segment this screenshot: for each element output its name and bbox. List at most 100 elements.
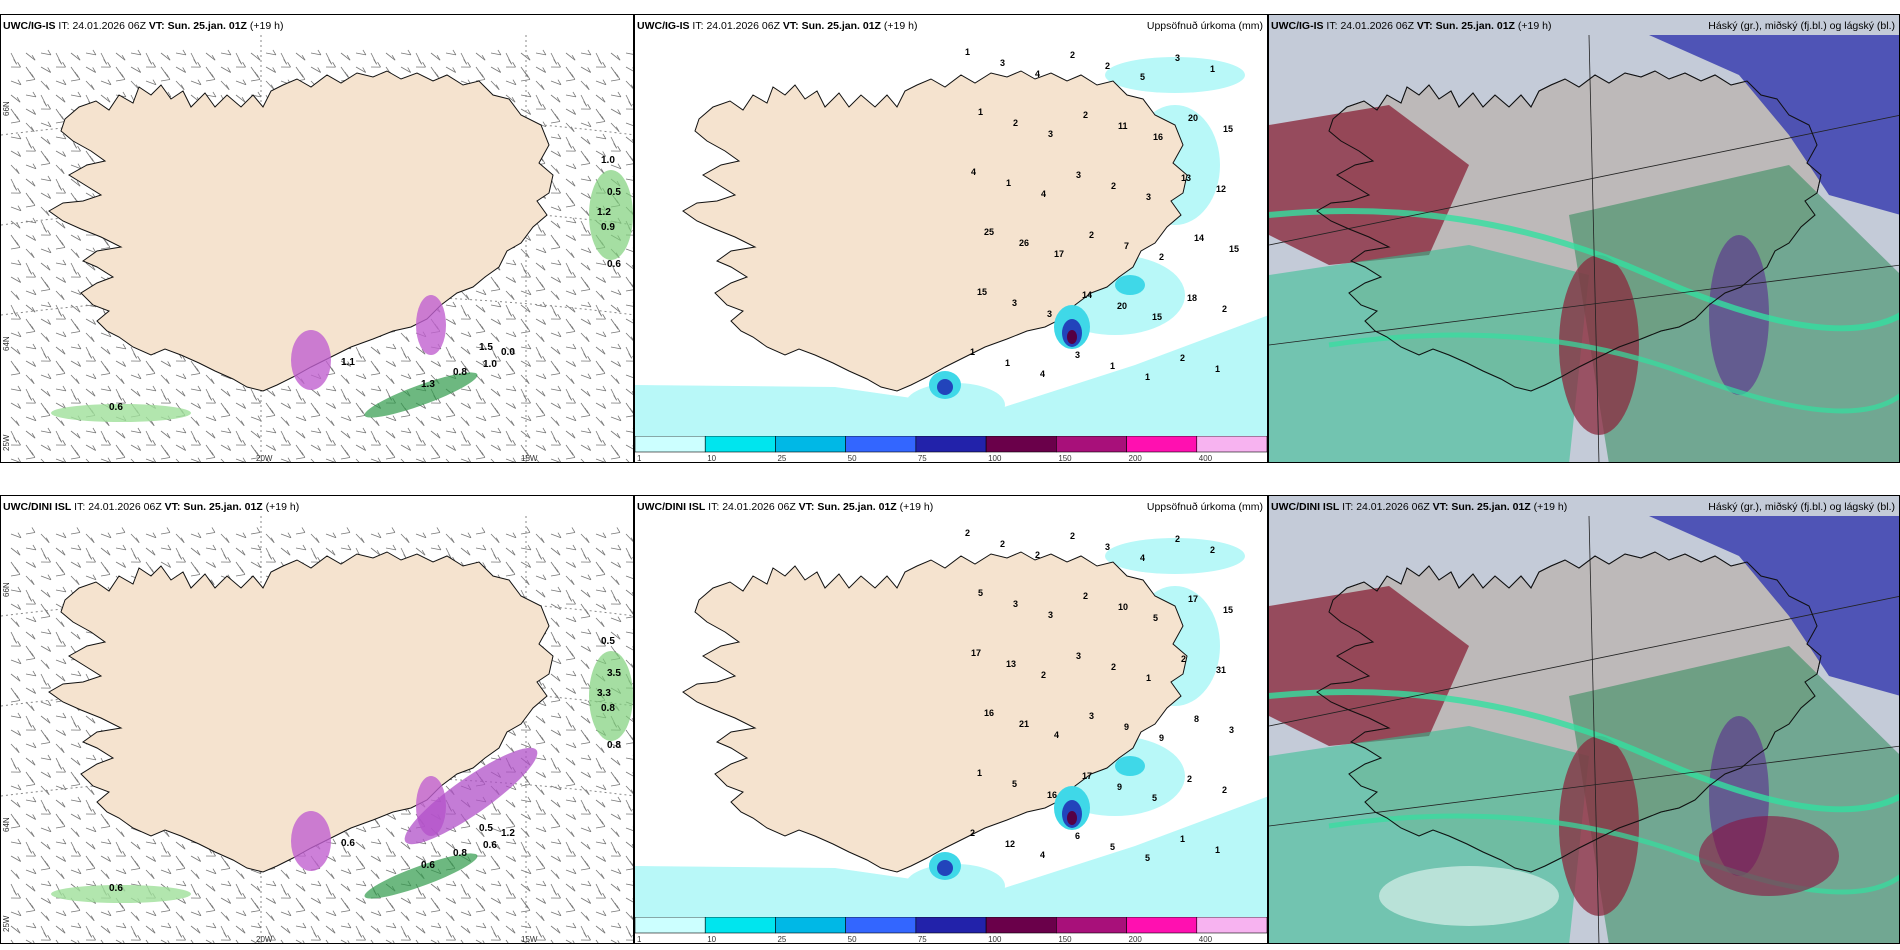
wind-value-label: 0.5	[607, 187, 621, 198]
precip-value-label: 3	[1076, 651, 1081, 661]
wind-value-label: 0.8	[601, 703, 615, 714]
colorbar-swatch	[985, 436, 1057, 453]
colorbar-tick: 10	[707, 935, 716, 943]
colorbar-swatch	[1126, 917, 1198, 934]
precip-value-label: 3	[1048, 610, 1053, 620]
wind-value-label: 0.8	[453, 848, 467, 859]
precip-value-label: 13	[1181, 173, 1191, 183]
colorbar-tick: 100	[988, 454, 1002, 462]
precip-value-label: 2	[1159, 252, 1164, 262]
precip-value-label: 5	[978, 588, 983, 598]
precip-colorbar: 1 10 25 50 75 100 150 200 400	[635, 436, 1267, 462]
precip-value-label: 5	[1140, 72, 1145, 82]
precip-value-label: 7	[1124, 241, 1129, 251]
wind-map-row1: 1.0 0.5 1.2 0.9 0.6 0.6 1.0 1.5 0.8 1.3 0.0 1.1 66N…	[1, 15, 633, 463]
precip-panel-row2: 2 2 2 2 3 4 2 2 5 3 3 2 10 5 17 15 17 13 2 3 2 1 2 31 16 21 4 3 9 9 8 3…	[634, 495, 1268, 944]
wind-panel-row2: 0.5 3.5 3.3 0.8 0.8 0.6 0.6 0.5 0.8 0.6 1.2 0.6 66N…	[0, 495, 634, 944]
precip-value-label: 14	[1194, 233, 1204, 243]
colorbar-tick: 75	[918, 935, 927, 943]
precip-overlay	[51, 651, 633, 903]
precip-map-row2: 2222342253321051715171323212311621439983…	[635, 496, 1267, 943]
iceland-outline	[1316, 551, 1822, 873]
precip-value-label: 2	[1222, 304, 1227, 314]
wind-value-label: 1.3	[421, 379, 435, 390]
precip-value-label: 3	[1000, 58, 1005, 68]
colorbar-tick: 150	[1058, 935, 1072, 943]
precip-value-label: 2	[1210, 545, 1215, 555]
cloud-map-row2	[1269, 496, 1899, 943]
wind-value-label: 1.0	[483, 359, 497, 370]
precip-value-label: 2	[1013, 118, 1018, 128]
precip-value-label: 3	[1089, 711, 1094, 721]
precip-value-label: 1	[1006, 178, 1011, 188]
wind-value-label: 0.8	[453, 367, 467, 378]
precip-map-row1: 1342253112321116201541432313122526172721…	[635, 15, 1267, 462]
precip-value-label: 2	[970, 828, 975, 838]
lon-label-15w: 15W	[521, 454, 538, 463]
colorbar-swatch	[1196, 917, 1267, 934]
precip-value-label: 25	[984, 227, 994, 237]
precip-value-label: 2	[1187, 774, 1192, 784]
colorbar-swatch	[635, 436, 706, 453]
precip-value-label: 3	[1146, 192, 1151, 202]
precip-value-label: 5	[1012, 779, 1017, 789]
precip-value-label: 20	[1117, 301, 1127, 311]
colorbar-tick: 50	[848, 935, 857, 943]
precip-value-label: 31	[1216, 665, 1226, 675]
precip-value-label: 14	[1082, 290, 1092, 300]
colorbar-swatch	[635, 917, 706, 934]
cloud-map-row1	[1269, 15, 1899, 462]
precip-value-label: 1	[1180, 834, 1185, 844]
colorbar-swatch	[915, 436, 987, 453]
precip-core	[929, 756, 1145, 880]
precip-value-label: 2	[1222, 785, 1227, 795]
wind-value-label: 0.6	[341, 838, 355, 849]
precip-value-label: 2	[1181, 654, 1186, 664]
wind-values: 1.0 0.5 1.2 0.9 0.6 0.6 1.0 1.5 0.8 1.3 0.0 1.1	[109, 155, 621, 413]
precip-value-label: 2	[1089, 230, 1094, 240]
precip-value-label: 26	[1019, 238, 1029, 248]
precip-value-label: 5	[1145, 853, 1150, 863]
cloud-layers	[1269, 496, 1899, 943]
cloud-layers	[1269, 15, 1899, 462]
lon-label-15w: 15W	[521, 935, 538, 944]
wind-value-label: 1.2	[597, 207, 611, 218]
precip-value-label: 3	[1048, 129, 1053, 139]
colorbar-swatch	[704, 436, 776, 453]
precip-values: 1342253112321116201541432313122526172721…	[965, 47, 1239, 382]
precip-value-label: 1	[1005, 358, 1010, 368]
colorbar-tick: 100	[988, 935, 1002, 943]
colorbar-tick: 150	[1058, 454, 1072, 462]
lon-label-20w: 20W	[256, 454, 273, 463]
colorbar-swatch	[845, 436, 917, 453]
colorbar-swatch	[775, 436, 846, 453]
precip-value-label: 2	[1000, 539, 1005, 549]
precip-value-label: 21	[1019, 719, 1029, 729]
precip-value-label: 4	[971, 167, 976, 177]
precip-value-label: 4	[1054, 730, 1059, 740]
precip-value-label: 3	[1229, 725, 1234, 735]
precip-value-label: 12	[1216, 184, 1226, 194]
lat-label-64n: 64N	[2, 817, 11, 832]
precip-value-label: 2	[1083, 591, 1088, 601]
wind-value-label: 0.8	[607, 740, 621, 751]
precip-value-label: 3	[1075, 350, 1080, 360]
precip-value-label: 16	[1047, 790, 1057, 800]
precip-value-label: 3	[1047, 309, 1052, 319]
panel-title: UWC/DINI ISL IT: 24.01.2026 06Z VT: Sun.…	[637, 501, 934, 513]
precip-value-label: 2	[1111, 662, 1116, 672]
wind-values: 0.5 3.5 3.3 0.8 0.8 0.6 0.6 0.5 0.8 0.6 1.2 0.6	[109, 636, 621, 894]
wind-value-label: 0.6	[421, 860, 435, 871]
panel-title: UWC/DINI ISL IT: 24.01.2026 06Z VT: Sun.…	[3, 501, 300, 513]
colorbar-tick: 25	[777, 935, 786, 943]
precip-value-label: 16	[1153, 132, 1163, 142]
colorbar-swatch	[704, 917, 776, 934]
precip-value-label: 2	[1105, 61, 1110, 71]
precip-value-label: 4	[1041, 189, 1046, 199]
wind-value-label: 1.0	[601, 155, 615, 166]
lat-label-66n: 66N	[2, 101, 11, 116]
precip-values: 2222342253321051715171323212311621439983…	[965, 528, 1234, 863]
precip-title: Uppsöfnuð úrkoma (mm)	[1146, 501, 1263, 513]
precip-value-label: 3	[1076, 170, 1081, 180]
precip-value-label: 3	[1012, 298, 1017, 308]
